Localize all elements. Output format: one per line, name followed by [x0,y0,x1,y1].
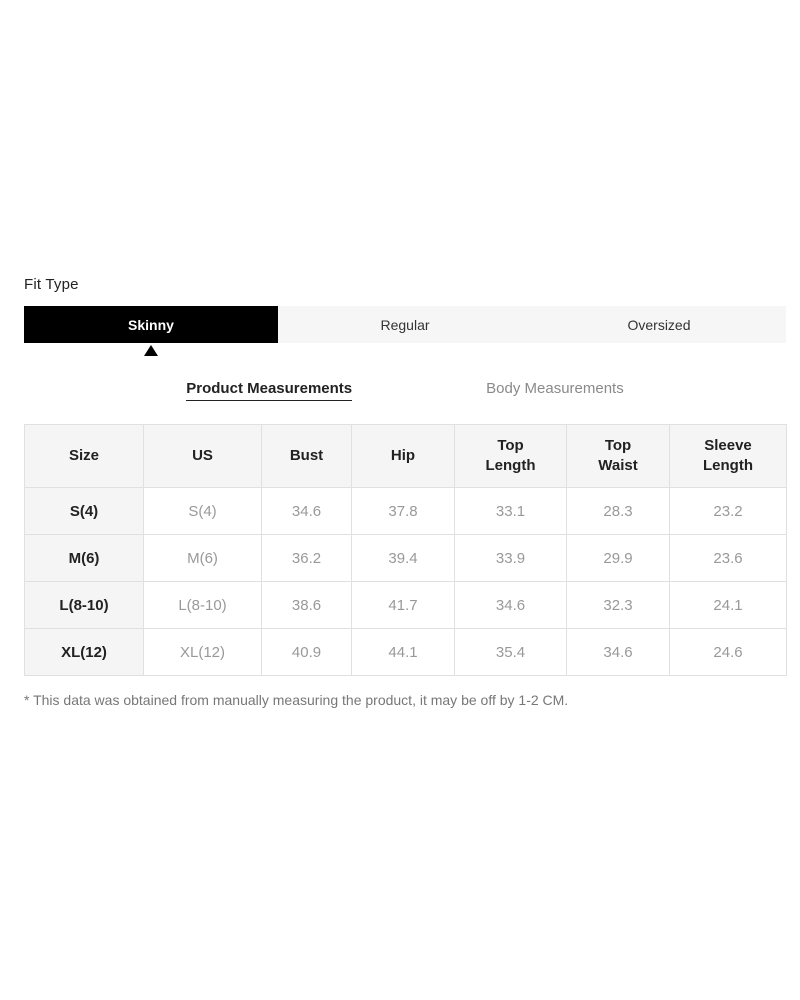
cell-top-length: 33.9 [454,534,567,582]
cell-sleeve-length: 24.6 [669,628,787,676]
toggle-product-measurements[interactable]: Product Measurements [186,380,353,401]
cell-us: XL(12) [143,628,262,676]
table-row: M(6) M(6) 36.2 39.4 33.9 29.9 23.6 [24,534,787,582]
tab-regular-label: Regular [380,316,430,333]
measurement-disclaimer: * This data was obtained from manually m… [24,692,569,708]
measurement-toggle: Product Measurements Body Measurements [24,380,786,401]
fit-type-label: Fit Type [24,276,79,293]
cell-us: S(4) [143,487,262,535]
toggle-body-measurements[interactable]: Body Measurements [486,380,624,397]
cell-size: L(8-10) [24,581,144,629]
cell-size: M(6) [24,534,144,582]
header-us: US [143,424,262,488]
cell-sleeve-length: 24.1 [669,581,787,629]
cell-hip: 39.4 [351,534,455,582]
active-tab-pointer-icon [144,345,158,356]
cell-bust: 40.9 [261,628,352,676]
cell-us: L(8-10) [143,581,262,629]
tab-oversized[interactable]: Oversized [532,306,786,343]
cell-top-waist: 28.3 [566,487,670,535]
cell-bust: 34.6 [261,487,352,535]
cell-top-waist: 29.9 [566,534,670,582]
cell-hip: 37.8 [351,487,455,535]
tab-regular[interactable]: Regular [278,306,532,343]
cell-hip: 44.1 [351,628,455,676]
cell-top-waist: 34.6 [566,628,670,676]
header-size: Size [24,424,144,488]
size-guide-panel: Fit Type Skinny Regular Oversized Produc… [24,0,787,708]
header-sleeve-length: Sleeve Length [669,424,787,488]
fit-type-tabs: Skinny Regular Oversized [24,306,786,343]
header-top-length: Top Length [454,424,567,488]
header-top-waist: Top Waist [566,424,670,488]
table-row: L(8-10) L(8-10) 38.6 41.7 34.6 32.3 24.1 [24,581,787,629]
cell-top-length: 33.1 [454,487,567,535]
size-chart-table: Size US Bust Hip Top Length Top Waist Sl… [24,424,787,676]
tab-skinny-label: Skinny [128,316,174,333]
cell-size: S(4) [24,487,144,535]
cell-bust: 38.6 [261,581,352,629]
table-header-row: Size US Bust Hip Top Length Top Waist Sl… [24,424,787,488]
cell-top-length: 35.4 [454,628,567,676]
cell-hip: 41.7 [351,581,455,629]
cell-top-waist: 32.3 [566,581,670,629]
table-row: XL(12) XL(12) 40.9 44.1 35.4 34.6 24.6 [24,628,787,676]
cell-size: XL(12) [24,628,144,676]
table-row: S(4) S(4) 34.6 37.8 33.1 28.3 23.2 [24,487,787,535]
cell-top-length: 34.6 [454,581,567,629]
header-bust: Bust [261,424,352,488]
cell-sleeve-length: 23.6 [669,534,787,582]
tab-skinny[interactable]: Skinny [24,306,278,343]
cell-sleeve-length: 23.2 [669,487,787,535]
header-hip: Hip [351,424,455,488]
cell-us: M(6) [143,534,262,582]
tab-oversized-label: Oversized [627,316,691,333]
cell-bust: 36.2 [261,534,352,582]
